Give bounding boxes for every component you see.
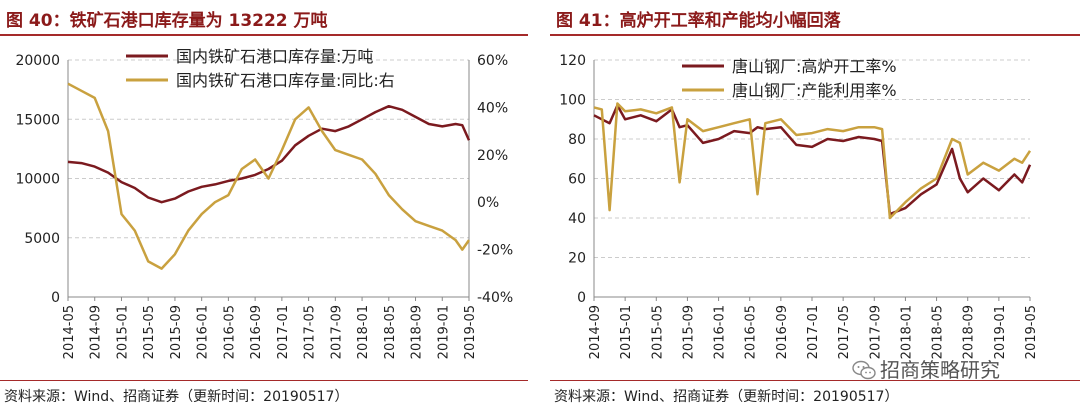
x-tick-label: 2016-01 [713,305,728,359]
y-right-tick-label: 40% [477,100,508,116]
x-tick-label: 2018-01 [899,305,914,359]
x-tick-label: 2017-05 [303,305,318,359]
left-chart-title: 图 40：铁矿石港口库存量为 13222 万吨 [6,11,328,31]
x-tick-label: 2019-01 [993,305,1008,359]
x-tick-label: 2015-09 [169,305,184,359]
wechat-icon [852,360,876,380]
series-line-1 [67,104,471,204]
watermark: 招商策略研究 [852,354,1000,383]
y-right-tick-label: 0% [477,195,499,211]
y-right-tick-label: -40% [477,290,513,306]
right-chart-title: 图 41：高炉开工率和产能均小幅回落 [556,11,841,31]
x-tick-label: 2018-01 [356,305,371,359]
x-tick-label: 2015-05 [650,305,665,359]
x-tick-label: 2017-09 [329,305,344,359]
x-tick-label: 2015-05 [142,305,157,359]
right-title-rule [550,34,1080,36]
x-tick-label: 2014-05 [62,305,77,359]
series-line-2 [593,102,1032,220]
legend-label-1: 唐山钢厂:高炉开工率% [732,57,897,76]
legend-label-1: 国内铁矿石港口库存量:万吨 [176,47,373,66]
y-right-tick-label: -20% [477,243,513,259]
right-source-rule [550,380,1080,381]
x-tick-label: 2019-05 [1024,305,1039,359]
y-right-tick-label: 20% [477,148,508,164]
x-tick-label: 2018-09 [410,305,425,359]
y-tick-label: 15000 [15,112,60,128]
x-tick-label: 2014-09 [89,305,104,359]
x-tick-label: 2017-01 [276,305,291,359]
x-tick-label: 2015-01 [115,305,130,359]
left-source-rule [0,380,528,381]
y-tick-label: 10000 [15,172,60,188]
y-tick-label: 20 [568,251,586,267]
y-right-tick-label: 60% [477,53,508,69]
y-tick-label: 0 [51,290,60,306]
y-tick-label: 120 [559,53,586,69]
x-tick-label: 2019-01 [436,305,451,359]
x-tick-label: 2016-09 [249,305,264,359]
left-title-rule [0,34,528,36]
x-tick-label: 2019-05 [463,305,478,359]
x-tick-label: 2016-01 [196,305,211,359]
y-tick-label: 80 [568,132,586,148]
y-tick-label: 60 [568,172,586,188]
x-tick-label: 2018-05 [383,305,398,359]
x-tick-label: 2016-09 [775,305,790,359]
y-tick-label: 20000 [15,53,60,69]
y-tick-label: 5000 [24,231,60,247]
right-panel: 图 41：高炉开工率和产能均小幅回落 0 20 40 60 80 100 120 2014-0… [550,0,1080,416]
left-chart: 0 5000 10000 15000 20000 -40% -20% 0% 20% 40% 60% 2… [15,47,513,359]
right-chart: 0 20 40 60 80 100 120 2014-09 2015-01 2015-05 2015… [559,53,1039,359]
legend-label-2: 国内铁矿石港口库存量:同比:右 [176,71,395,90]
y-tick-label: 100 [559,93,586,109]
y-tick-label: 40 [568,211,586,227]
left-panel: 图 40：铁矿石港口库存量为 13222 万吨 0 5000 10000 15000 2… [0,0,528,416]
legend-label-2: 唐山钢厂:产能利用率% [732,81,897,100]
x-tick-label: 2014-09 [588,305,603,359]
x-tick-label: 2017-01 [806,305,821,359]
series-line-1 [593,104,1032,216]
x-tick-label: 2017-05 [837,305,852,359]
series-line-2 [67,82,471,270]
x-tick-label: 2018-09 [962,305,977,359]
x-tick-label: 2015-09 [681,305,696,359]
x-tick-label: 2018-05 [931,305,946,359]
y-tick-label: 0 [577,290,586,306]
x-tick-label: 2015-01 [619,305,634,359]
x-tick-label: 2017-09 [868,305,883,359]
left-source-note: 资料来源：Wind、招商证券（更新时间：20190517） [4,389,349,405]
x-tick-label: 2016-05 [222,305,237,359]
watermark-text: 招商策略研究 [880,358,1000,382]
right-source-note: 资料来源：Wind、招商证券（更新时间：20190517） [554,389,899,405]
x-tick-label: 2016-05 [744,305,759,359]
